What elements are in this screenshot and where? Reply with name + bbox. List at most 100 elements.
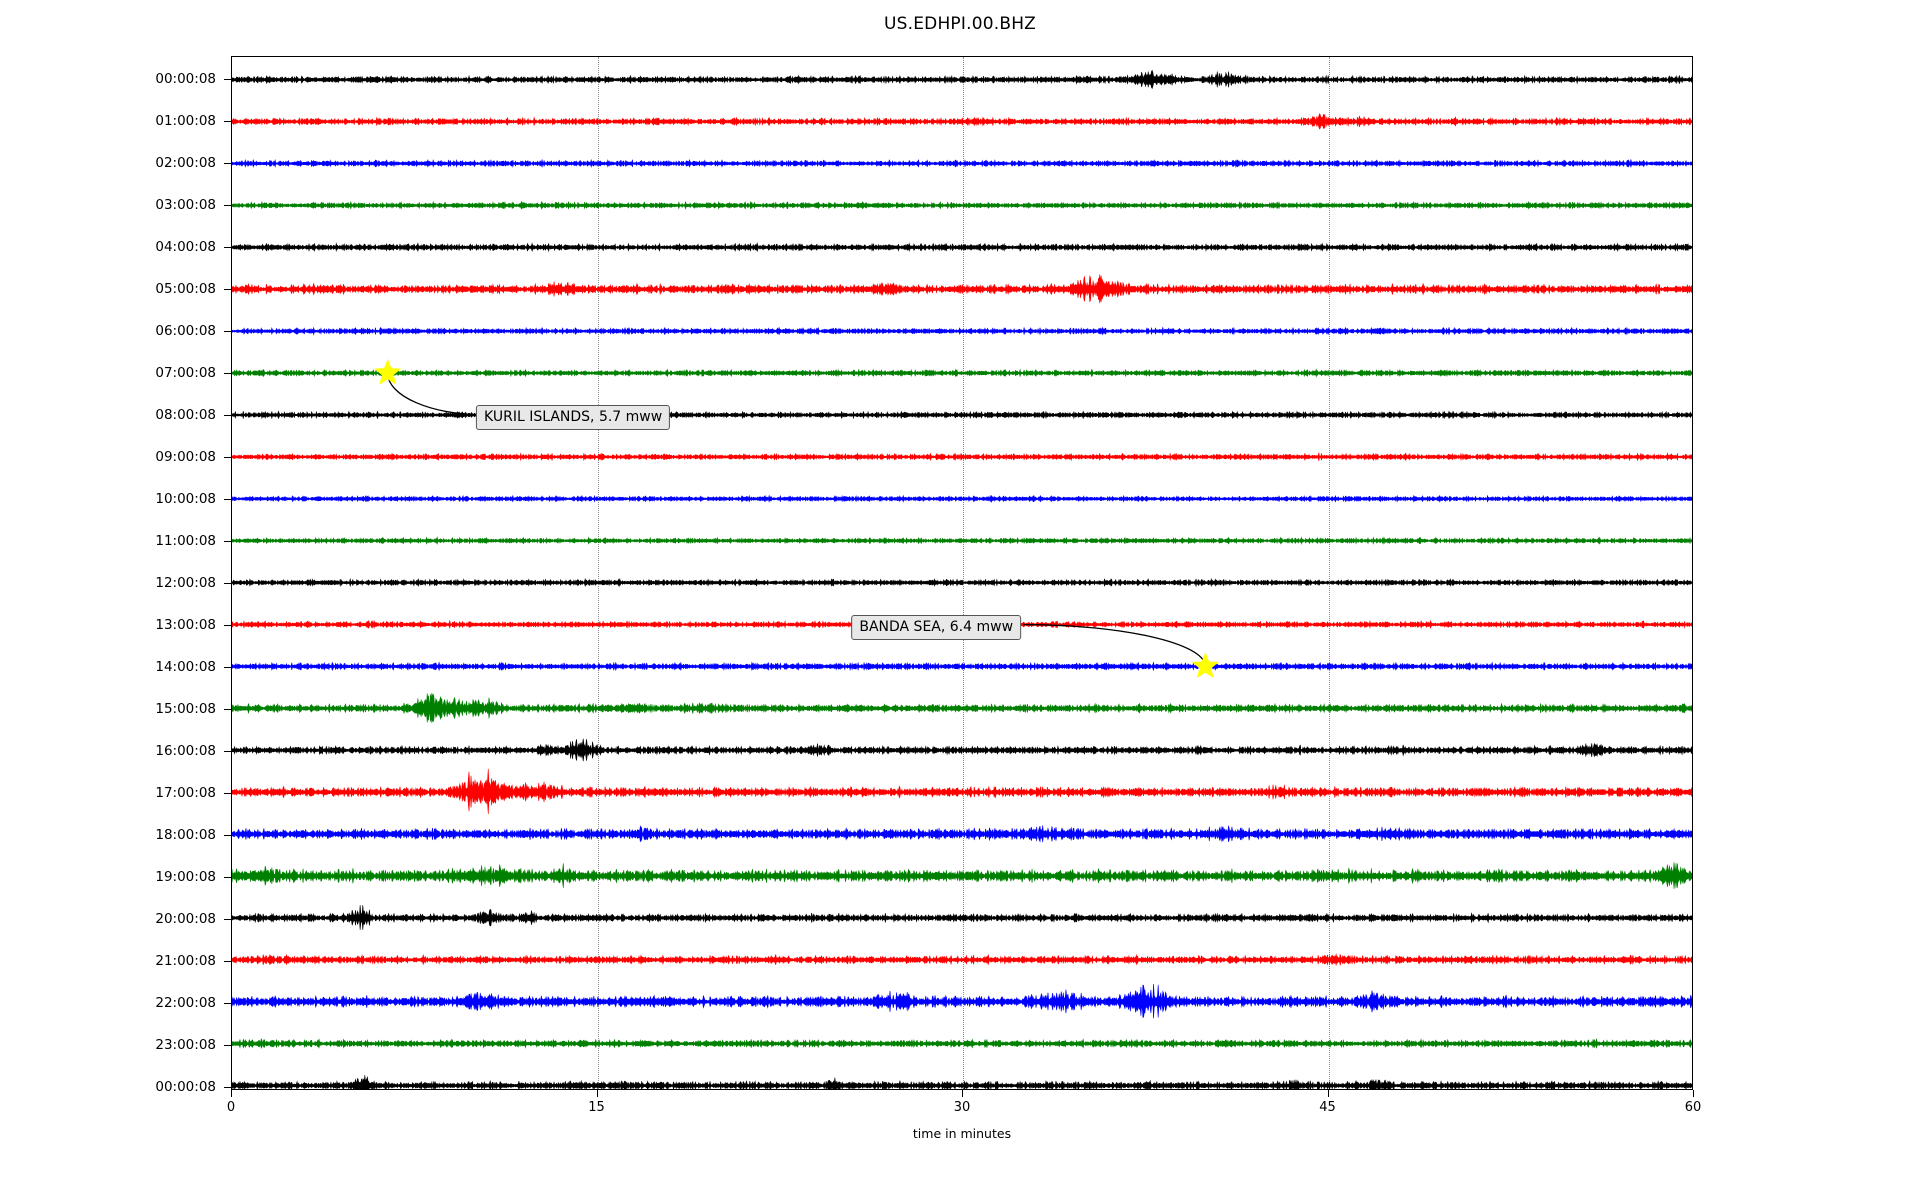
seismic-trace (232, 158, 1692, 169)
page-title: US.EDHPI.00.BHZ (883, 14, 1037, 34)
y-axis-label-6: 06:00:08 (155, 322, 216, 339)
x-axis-label-45: 45 (1319, 1100, 1336, 1115)
x-axis-title: time in minutes (912, 1126, 1012, 1141)
y-axis-label-17: 17:00:08 (155, 784, 216, 801)
annotation-leader-line (387, 373, 485, 416)
seismic-trace (232, 536, 1692, 545)
y-axis-tick (224, 78, 231, 80)
y-axis-tick (224, 918, 231, 920)
grid-layer (232, 57, 1692, 1089)
y-axis-label-22: 22:00:08 (155, 994, 216, 1011)
y-axis-tick (224, 498, 231, 500)
y-axis-tick (224, 1002, 231, 1004)
y-axis-tick (224, 288, 231, 290)
y-axis-tick (224, 162, 231, 164)
y-axis-label-10: 10:00:08 (155, 490, 216, 507)
x-axis-tick (596, 1090, 598, 1097)
y-axis-label-0: 00:00:08 (155, 70, 216, 87)
seismic-trace (232, 494, 1692, 504)
seismic-trace (232, 200, 1692, 210)
seismic-trace (232, 738, 1692, 762)
y-axis-tick (224, 708, 231, 710)
y-axis-tick (224, 624, 231, 626)
x-axis-label-30: 30 (953, 1100, 971, 1115)
y-axis-tick (224, 1044, 231, 1046)
y-axis-label-3: 03:00:08 (155, 196, 216, 213)
seismic-trace (232, 577, 1692, 588)
y-axis-label-11: 11:00:08 (155, 532, 216, 549)
y-axis-tick (224, 372, 231, 374)
seismic-trace (232, 410, 1692, 420)
seismic-trace (232, 953, 1692, 967)
x-axis-tick (231, 1090, 232, 1097)
seismic-trace (232, 661, 1692, 672)
y-axis-label-2: 02:00:08 (155, 154, 216, 171)
x-axis-tick (1327, 1090, 1329, 1097)
annotation-leaders (374, 358, 1219, 679)
seismic-trace (232, 451, 1692, 462)
y-axis-tick (224, 666, 231, 668)
y-axis-tick (224, 792, 231, 794)
y-axis-label-19: 19:00:08 (155, 868, 216, 885)
y-axis-tick (224, 582, 231, 584)
seismic-trace (232, 692, 1692, 723)
seismic-trace (232, 905, 1692, 930)
event-annotation-label[interactable]: KURIL ISLANDS, 5.7 mww (476, 404, 671, 430)
y-axis-tick (224, 330, 231, 332)
y-axis-tick (224, 750, 231, 752)
x-axis-tick (1693, 1090, 1694, 1097)
y-axis-label-7: 07:00:08 (155, 364, 216, 381)
event-annotation-label[interactable]: BANDA SEA, 6.4 mww (851, 614, 1022, 640)
x-axis-label-0: 0 (226, 1100, 236, 1115)
seismic-trace (232, 768, 1692, 814)
x-axis-label-60: 60 (1684, 1100, 1702, 1115)
y-axis-label-20: 20:00:08 (155, 910, 216, 927)
y-axis-tick (224, 834, 231, 836)
annotation-leader-line (1023, 623, 1206, 667)
annotation-layer: KURIL ISLANDS, 5.7 mww BANDA SEA, 6.4 mww (232, 57, 1692, 1089)
seismic-trace (232, 984, 1692, 1019)
seismic-trace (232, 1075, 1692, 1089)
y-axis-label-8: 08:00:08 (155, 406, 216, 423)
seismic-trace (232, 69, 1692, 89)
y-axis-label-5: 05:00:08 (155, 280, 216, 297)
y-axis-label-9: 09:00:08 (155, 448, 216, 465)
x-axis-label-15: 15 (588, 1100, 605, 1115)
plot-area: KURIL ISLANDS, 5.7 mww BANDA SEA, 6.4 mww (231, 56, 1693, 1090)
y-axis-label-14: 14:00:08 (155, 658, 216, 675)
seismic-trace (232, 1038, 1692, 1049)
trace-layer (232, 69, 1692, 1089)
y-axis-label-18: 18:00:08 (155, 826, 216, 843)
y-axis-tick (224, 456, 231, 458)
seismic-trace (232, 326, 1692, 336)
y-axis-tick (224, 960, 231, 962)
seismic-trace (232, 825, 1692, 843)
seismic-trace (232, 274, 1692, 304)
y-axis-label-12: 12:00:08 (155, 574, 216, 591)
y-axis-tick (224, 414, 231, 416)
star-icon (374, 358, 402, 385)
star-icon (1191, 652, 1219, 679)
y-axis-label-16: 16:00:08 (155, 742, 216, 759)
y-axis-tick (224, 876, 231, 878)
gridline-vertical (963, 57, 964, 1089)
y-axis-label-13: 13:00:08 (155, 616, 216, 633)
y-axis-label-15: 15:00:08 (155, 700, 216, 717)
y-axis-tick (224, 540, 231, 542)
seismic-trace (232, 113, 1692, 130)
seismic-trace (232, 862, 1692, 889)
seismic-trace (232, 368, 1692, 378)
y-axis-tick (224, 120, 231, 122)
y-axis-label-24: 00:00:08 (155, 1078, 216, 1095)
gridline-vertical (597, 57, 599, 1089)
y-axis-label-21: 21:00:08 (155, 952, 216, 969)
y-axis-label-4: 04:00:08 (155, 238, 216, 255)
y-axis-tick (224, 246, 231, 248)
y-axis-label-1: 01:00:08 (155, 112, 216, 129)
y-axis-label-23: 23:00:08 (155, 1036, 216, 1053)
y-axis-tick (224, 204, 231, 206)
seismic-trace (232, 242, 1692, 253)
y-axis-tick (224, 1086, 231, 1088)
gridline-vertical (1328, 57, 1330, 1089)
